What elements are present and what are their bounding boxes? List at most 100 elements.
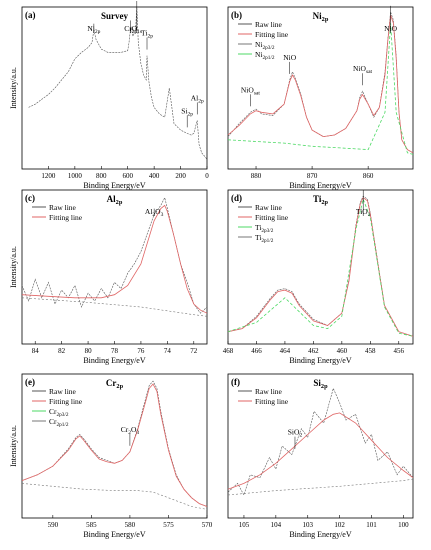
x-tick-label: 78 (111, 347, 119, 355)
panel-label: (c) (25, 193, 35, 203)
x-tick-label: 76 (137, 347, 145, 355)
annotation-label: NiO (283, 53, 297, 62)
y-axis-label: Intensity/a.u. (9, 67, 18, 109)
legend-entry: Ti2p3/2 (255, 223, 274, 234)
annotation-label: SiO2 (288, 428, 303, 439)
annotation-label: Si2p (181, 106, 193, 117)
legend-entry: Fitting line (49, 397, 83, 406)
panel-label: (e) (25, 377, 35, 387)
x-tick-label: 462 (308, 347, 319, 355)
panel-label: (d) (231, 193, 242, 203)
panel-label: (a) (25, 10, 36, 20)
annotation-label: Al2O3 (145, 207, 164, 218)
x-tick-label: 200 (175, 172, 186, 180)
panel-2: (c) Al2p 84 82 80 78 76 74 72 Binding Energy/eV In… (9, 189, 208, 365)
annotation-label: Al2p (191, 93, 204, 104)
x-tick-label: 101 (366, 521, 377, 529)
x-tick-label: 1000 (68, 172, 83, 180)
plot-frame (227, 6, 414, 170)
legend-entry: Raw line (49, 203, 77, 212)
x-tick-label: 84 (32, 347, 40, 355)
x-tick-label: 72 (190, 347, 198, 355)
x-tick-label: 590 (48, 521, 59, 529)
x-tick-label: 570 (202, 521, 213, 529)
legend-entry: Fitting line (255, 30, 289, 39)
legend-entry: Cr2p3/2 (49, 407, 69, 418)
x-tick-label: 464 (280, 347, 291, 355)
annotation-label: Ti2p (141, 29, 153, 40)
annotation-label: Cr2p (124, 24, 137, 35)
x-tick-label: 104 (271, 521, 282, 529)
x-tick-label: 400 (149, 172, 160, 180)
legend-entry: Cr2p1/2 (49, 417, 69, 428)
series-component (227, 197, 414, 337)
x-tick-label: 468 (223, 347, 234, 355)
x-tick-label: 600 (122, 172, 133, 180)
annotation-label: O1s (132, 24, 142, 35)
x-axis-label: Binding Energy/eV (83, 181, 146, 190)
x-tick-label: 575 (163, 521, 174, 529)
x-tick-label: 800 (96, 172, 107, 180)
y-axis-label: Intensity/a.u. (9, 425, 18, 467)
series-background (227, 478, 414, 496)
x-tick-label: 0 (205, 172, 209, 180)
x-axis-label: Binding Energy/eV (83, 356, 146, 365)
panel-4: (e) Cr2p 590 585 580 575 570 Binding Energy/eV I… (9, 373, 213, 539)
series-raw (227, 387, 414, 496)
series-fit (227, 14, 414, 154)
panel-1: (b) Ni2p 880 870 860 Binding Energy/eV Raw lin… (227, 5, 414, 190)
legend-entry: Fitting line (49, 213, 83, 222)
legend-entry: Ni2p1/2 (255, 50, 275, 61)
annotation-label: NiOsat (241, 85, 261, 96)
x-tick-label: 74 (164, 347, 172, 355)
annotation-label: NiO (384, 24, 398, 33)
annotation-label: Cr2O3 (121, 425, 140, 436)
x-axis-label: Binding Energy/eV (289, 530, 352, 539)
series-background (21, 483, 208, 510)
x-tick-label: 102 (334, 521, 345, 529)
annotation-label: NiOsat (353, 64, 373, 75)
legend-entry: Ti2p1/2 (255, 233, 274, 244)
x-tick-label: 460 (337, 347, 348, 355)
panel-title: Ti2p (313, 194, 328, 206)
x-tick-label: 103 (302, 521, 313, 529)
x-tick-label: 860 (363, 172, 374, 180)
series-fit (21, 383, 208, 507)
legend-entry: Ni2p3/2 (255, 40, 275, 51)
x-tick-label: 1200 (41, 172, 56, 180)
x-tick-label: 456 (394, 347, 405, 355)
panel-label: (f) (231, 377, 240, 387)
plot-frame (21, 373, 208, 519)
series-fit (21, 204, 208, 314)
panel-title: Survey (101, 11, 129, 21)
annotation-label: TiO2 (356, 207, 371, 218)
panel-title: Si2p (313, 378, 328, 390)
x-tick-label: 458 (365, 347, 376, 355)
panel-0: (a) Survey 1200 1000 800 600 400 200 0 Binding En… (9, 1, 209, 190)
x-axis-label: Binding Energy/eV (289, 356, 352, 365)
series-component (227, 23, 414, 155)
series-raw (28, 6, 208, 160)
legend-entry: Fitting line (255, 397, 289, 406)
series-background (21, 297, 208, 317)
legend-entry: Raw line (255, 387, 283, 396)
x-tick-label: 100 (398, 521, 409, 529)
x-tick-label: 880 (251, 172, 262, 180)
plot-frame (227, 189, 414, 345)
series-raw (227, 11, 414, 154)
panel-5: (f) Si2p 105 104 103 102 101 100 Binding Energy/… (227, 373, 414, 539)
panel-3: (d) Ti2p 468 466 464 462 460 458 456 Binding Ener… (223, 189, 414, 365)
panel-label: (b) (231, 10, 242, 20)
x-tick-label: 580 (125, 521, 136, 529)
legend-entry: Raw line (255, 20, 283, 29)
x-tick-label: 82 (58, 347, 66, 355)
panel-title: Ni2p (313, 11, 329, 23)
legend-entry: Raw line (49, 387, 77, 396)
x-tick-label: 466 (251, 347, 262, 355)
x-tick-label: 585 (86, 521, 97, 529)
panel-title: Cr2p (106, 378, 124, 390)
x-tick-label: 80 (85, 347, 93, 355)
panel-title: Al2p (107, 194, 123, 206)
plot-frame (21, 6, 208, 170)
